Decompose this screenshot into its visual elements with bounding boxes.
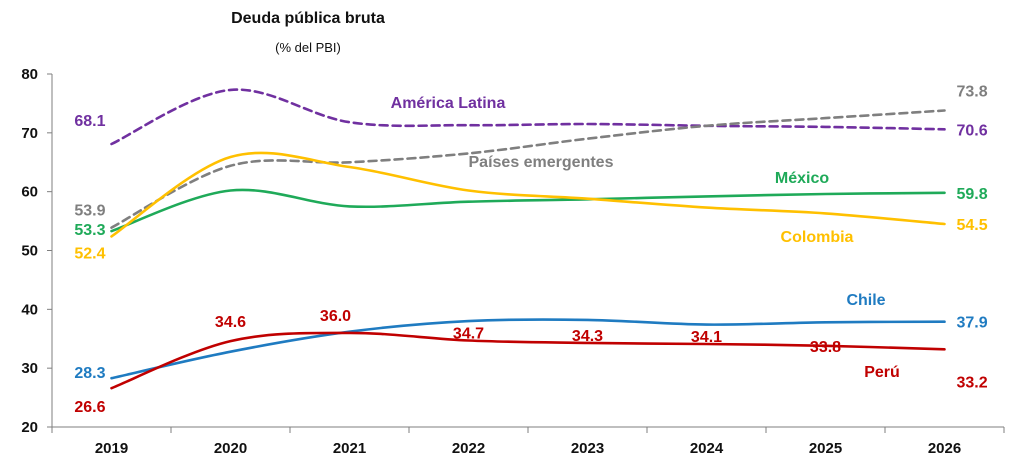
data-label: 73.8 [957, 83, 988, 100]
series-name-label: México [775, 170, 829, 187]
y-tick-label: 80 [21, 66, 38, 83]
axes: 20 30 40 50 60 70 80 2019 2020 2021 2022 2023 2024 20… [21, 66, 1005, 457]
series-line-0 [110, 88, 946, 146]
data-label: 34.3 [572, 328, 603, 345]
data-labels: 68.1 70.6 América Latina 53.9 73.8 Países eme… [74, 83, 987, 416]
data-label: 33.8 [810, 339, 841, 356]
y-tick-label: 70 [21, 125, 38, 142]
data-label: 53.3 [74, 222, 105, 239]
series-line-4 [110, 318, 946, 380]
x-tick-label: 2025 [809, 440, 842, 457]
x-tick-label: 2023 [571, 440, 604, 457]
series-line-1 [110, 109, 946, 229]
x-tick-label: 2026 [928, 440, 961, 457]
data-label: 53.9 [74, 203, 105, 220]
series-name-label: Perú [864, 364, 900, 381]
y-tick-label: 50 [21, 243, 38, 260]
y-tick-label: 20 [21, 419, 38, 436]
data-label: 26.6 [74, 399, 105, 416]
series-name-label: Países emergentes [469, 154, 614, 171]
data-label: 34.6 [215, 314, 246, 331]
chart-title: Deuda pública bruta [231, 10, 385, 27]
data-label: 59.8 [957, 186, 988, 203]
series-line-2 [110, 188, 946, 233]
data-label: 70.6 [957, 122, 988, 139]
data-label: 37.9 [957, 315, 988, 332]
data-label: 54.5 [957, 217, 988, 234]
x-tick-label: 2024 [690, 440, 724, 457]
x-tick-label: 2020 [214, 440, 247, 457]
y-tick-label: 40 [21, 301, 38, 318]
series-line-5 [110, 331, 946, 390]
series-lines [110, 88, 946, 390]
data-label: 34.7 [453, 326, 484, 343]
series-name-label: América Latina [391, 95, 506, 112]
y-tick-label: 30 [21, 360, 38, 377]
data-label: 33.2 [957, 374, 988, 391]
series-name-label: Chile [846, 292, 885, 309]
y-tick-label: 60 [21, 184, 38, 201]
data-label: 52.4 [74, 245, 105, 262]
series-name-label: Colombia [781, 229, 854, 246]
data-label: 28.3 [74, 365, 105, 382]
x-tick-label: 2019 [95, 440, 128, 457]
data-label: 68.1 [74, 113, 105, 130]
chart-subtitle: (% del PBI) [275, 40, 341, 55]
data-label: 36.0 [320, 308, 351, 325]
x-tick-label: 2022 [452, 440, 485, 457]
data-label: 34.1 [691, 329, 722, 346]
series-line-3 [110, 151, 946, 238]
x-tick-label: 2021 [333, 440, 366, 457]
